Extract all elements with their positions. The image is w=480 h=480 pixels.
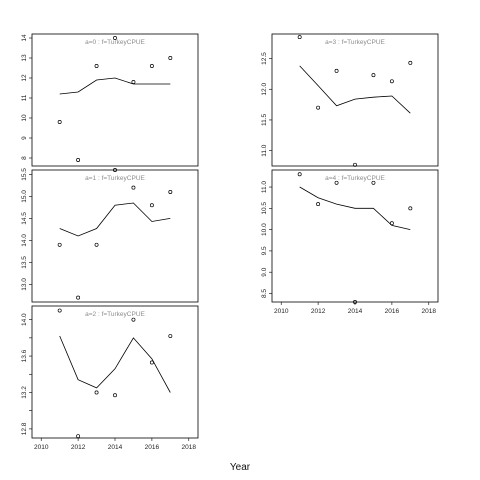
observed-point: [408, 206, 413, 211]
observed-point: [334, 68, 339, 73]
observed-point: [76, 295, 81, 300]
y-tick-label: 10: [21, 114, 28, 122]
panel-2: a=2 : f=TurkeyCPUE 12.8 13.2 13.6 14.0 2010 20…: [21, 305, 199, 451]
x-tick-label: 2018: [182, 444, 197, 451]
panel-title: a=1 : f=TurkeyCPUE: [85, 175, 145, 182]
y-tick-label: 14: [21, 34, 28, 42]
observed-point: [371, 180, 376, 185]
y-tick-label: 12.5: [261, 52, 268, 65]
x-tick-label: 2010: [274, 308, 289, 315]
x-tick-label: 2010: [34, 444, 49, 451]
observed-point: [131, 80, 136, 84]
observed-point: [297, 35, 302, 40]
y-tick-label: 11.0: [261, 181, 268, 194]
observed-point: [113, 36, 117, 40]
observed-point: [149, 360, 154, 365]
y-tick-label: 14.5: [21, 212, 28, 225]
fitted-line: [299, 65, 411, 114]
fitted-line: [59, 335, 171, 393]
panel-frame: [271, 169, 439, 303]
x-tick-label: 2014: [348, 308, 363, 315]
observed-point: [113, 393, 117, 398]
y-tick-label: 13.6: [21, 349, 28, 362]
x-tick-label: 2012: [311, 308, 326, 315]
panel-title: a=4 : f=TurkeyCPUE: [325, 175, 385, 182]
panel-frame: [31, 33, 199, 167]
observed-point: [149, 203, 154, 208]
panel-3: a=3 : f=TurkeyCPUE 11.0 11.5 12.0 12.5: [261, 33, 439, 167]
y-tick-label: 11: [21, 94, 28, 101]
observed-point: [113, 168, 117, 172]
x-tick-label: 2012: [71, 444, 86, 451]
y-tick-label: 10.0: [261, 223, 268, 236]
y-tick-label: 9: [21, 136, 28, 140]
y-tick-label: 12: [21, 74, 28, 82]
panel-frame: [31, 169, 199, 303]
panel-0: a=0 : f=TurkeyCPUE 8 9 10 11 12 13 14: [21, 33, 199, 167]
fitted-line: [59, 202, 171, 237]
observed-point: [168, 334, 173, 338]
observed-point: [94, 64, 99, 68]
fitted-line: [299, 186, 411, 230]
observed-point: [149, 64, 154, 68]
observed-point: [353, 300, 357, 304]
y-tick-label: 13: [21, 54, 28, 62]
observed-point: [297, 172, 302, 177]
y-tick-label: 13.5: [21, 256, 28, 269]
x-tick-label: 2016: [145, 444, 160, 451]
observed-point: [57, 308, 62, 313]
observed-point: [334, 180, 339, 185]
y-tick-label: 9.5: [261, 246, 268, 255]
y-tick-label: 14.0: [21, 313, 28, 326]
x-tick-label: 2016: [385, 308, 400, 315]
observed-point: [316, 202, 321, 207]
observed-point: [76, 158, 81, 162]
y-tick-label: 14.0: [21, 234, 28, 247]
observed-point: [316, 105, 321, 110]
x-axis-label: Year: [230, 462, 251, 473]
y-tick-label: 11.5: [261, 113, 268, 126]
observed-point: [57, 120, 62, 124]
panel-4: a=4 : f=TurkeyCPUE 8.5 9.0 9.5 10.0 10.5 11.0 2…: [261, 169, 439, 315]
panel-frame: [31, 305, 199, 439]
x-tick-label: 2014: [108, 444, 123, 451]
panel-title: a=2 : f=TurkeyCPUE: [85, 311, 145, 318]
y-tick-label: 8: [21, 156, 28, 160]
y-tick-label: 13.0: [21, 278, 28, 291]
observed-point: [168, 190, 173, 194]
observed-point: [168, 56, 173, 60]
observed-point: [57, 242, 62, 247]
observed-point: [389, 79, 394, 84]
y-tick-label: 15.0: [21, 190, 28, 203]
y-tick-label: 10.5: [261, 202, 268, 215]
panel-title: a=3 : f=TurkeyCPUE: [325, 39, 385, 46]
y-tick-label: 12.8: [21, 422, 28, 435]
observed-point: [408, 60, 413, 65]
y-tick-label: 8.5: [261, 289, 268, 298]
observed-point: [353, 162, 357, 167]
observed-point: [76, 434, 81, 439]
y-tick-label: 9.0: [261, 267, 268, 276]
y-tick-label: 13.2: [21, 386, 28, 399]
x-tick-label: 2018: [422, 308, 437, 315]
observed-point: [94, 242, 99, 247]
panel-title: a=0 : f=TurkeyCPUE: [85, 39, 145, 46]
panel-1: a=1 : f=TurkeyCPUE 13.0 13.5 14.0 14.5 15.0 15…: [21, 168, 199, 303]
observed-point: [389, 221, 394, 226]
y-tick-label: 11.0: [261, 144, 268, 157]
y-tick-label: 15.5: [21, 168, 28, 181]
observed-point: [371, 73, 376, 78]
panel-frame: [271, 33, 439, 167]
observed-point: [131, 317, 136, 322]
y-tick-label: 12.0: [261, 83, 268, 96]
observed-point: [131, 185, 136, 190]
fitted-line: [59, 77, 171, 95]
observed-point: [94, 390, 99, 395]
